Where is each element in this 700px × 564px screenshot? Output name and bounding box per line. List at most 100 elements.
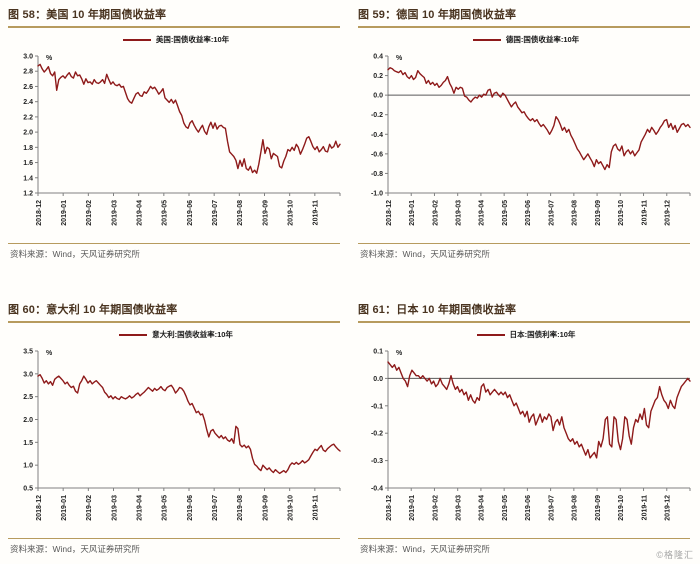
title-underline [358,321,690,323]
svg-text:2019-08: 2019-08 [237,200,244,226]
svg-text:-0.3: -0.3 [371,458,383,465]
title-underline [8,26,340,28]
svg-text:2019-01: 2019-01 [61,200,68,226]
svg-text:2019-10: 2019-10 [618,495,625,521]
legend-label: 日本:国债利率:10年 [509,330,576,339]
svg-text:2019-11: 2019-11 [313,200,320,225]
svg-text:%: % [46,55,53,62]
svg-text:2019-05: 2019-05 [162,495,169,521]
svg-text:%: % [396,55,403,62]
svg-text:2019-04: 2019-04 [479,200,486,226]
source-divider [8,538,340,539]
svg-text:2019-02: 2019-02 [86,495,93,521]
svg-text:0.0: 0.0 [373,93,383,100]
svg-text:2018-12: 2018-12 [36,495,43,521]
svg-text:-0.8: -0.8 [371,171,383,178]
svg-text:2018-12: 2018-12 [36,200,43,226]
line-chart-svg: 0.4 0.2 0.0 -0.2 -0.4 -0.6 -0.8 -1.0% 2018-12 201… [371,54,691,226]
watermark: ©格隆汇 [656,550,694,560]
svg-text:0.5: 0.5 [23,486,33,493]
svg-text:2019-09: 2019-09 [595,200,602,226]
legend-line-icon [122,38,151,41]
svg-text:%: % [46,350,53,357]
svg-text:2019-04: 2019-04 [136,495,143,521]
svg-text:2019-06: 2019-06 [187,495,194,521]
source-divider [358,538,690,539]
svg-text:2019-11: 2019-11 [313,495,320,520]
source-text: 资料来源：Wind，天风证券研究所 [360,544,490,554]
svg-text:2019-07: 2019-07 [212,495,219,521]
svg-text:2019-01: 2019-01 [409,200,416,226]
svg-text:2019-09: 2019-09 [262,495,269,521]
line-chart-svg: 3.5 3.0 2.5 2.0 1.5 1.0 0.5% 2018-12 2019-01 2019… [23,349,341,521]
svg-text:2.8: 2.8 [23,69,33,76]
svg-text:2019-06: 2019-06 [187,200,194,226]
svg-text:2019-04: 2019-04 [479,495,486,521]
svg-text:-1.0: -1.0 [371,191,383,198]
svg-text:2019-07: 2019-07 [548,495,555,521]
legend-label: 德国:国债收益率:10年 [505,35,580,44]
svg-text:2019-05: 2019-05 [502,200,509,226]
svg-text:3.5: 3.5 [23,349,33,356]
svg-text:-0.2: -0.2 [371,431,383,438]
svg-text:2019-06: 2019-06 [525,495,532,521]
svg-text:2018-12: 2018-12 [386,200,393,226]
svg-text:2019-06: 2019-06 [525,200,532,226]
legend-label: 意大利:国债收益率:10年 [152,330,233,339]
svg-text:2019-01: 2019-01 [409,495,416,521]
source-text: 资料来源：Wind，天风证券研究所 [10,544,140,554]
legend: 日本:国债利率:10年 [358,328,694,341]
svg-text:1.4: 1.4 [23,175,33,182]
source-divider [358,243,690,244]
svg-text:2019-08: 2019-08 [572,200,579,226]
svg-text:2019-10: 2019-10 [287,200,294,226]
svg-text:-0.4: -0.4 [371,486,383,493]
legend: 德国:国债收益率:10年 [358,33,694,46]
chart-title: 图 59：德国 10 年期国债收益率 [358,9,517,21]
svg-text:2.0: 2.0 [23,417,33,424]
svg-text:1.5: 1.5 [23,440,33,447]
svg-text:0.2: 0.2 [373,73,383,80]
svg-text:2019-05: 2019-05 [162,200,169,226]
svg-text:%: % [396,350,403,357]
svg-text:3.0: 3.0 [23,54,33,61]
legend-line-icon [119,333,148,336]
svg-text:2019-07: 2019-07 [212,200,219,226]
svg-text:2019-08: 2019-08 [237,495,244,521]
svg-text:2019-04: 2019-04 [136,200,143,226]
chart-title: 图 60：意大利 10 年期国债收益率 [8,304,178,316]
svg-text:-0.1: -0.1 [371,403,383,410]
legend-label: 美国:国债收益率:10年 [155,35,230,44]
svg-text:2019-02: 2019-02 [432,495,439,521]
source-text: 资料来源：Wind，天风证券研究所 [360,249,490,259]
svg-text:2019-08: 2019-08 [572,495,579,521]
svg-text:-0.2: -0.2 [371,112,383,119]
svg-text:2019-09: 2019-09 [262,200,269,226]
svg-text:2019-10: 2019-10 [287,495,294,521]
svg-text:0.1: 0.1 [373,349,383,356]
svg-text:2019-11: 2019-11 [641,495,648,520]
svg-text:2019-02: 2019-02 [86,200,93,226]
svg-text:2019-02: 2019-02 [432,200,439,226]
svg-text:0.0: 0.0 [373,376,383,383]
svg-text:2019-05: 2019-05 [502,495,509,521]
svg-text:2019-12: 2019-12 [665,495,672,521]
chart-panel-japan: 图 61：日本 10 年期国债收益率 日本:国债利率:10年 0.1 0.0 -0.… [350,295,700,555]
source-text: 资料来源：Wind，天风证券研究所 [10,249,140,259]
svg-text:2.5: 2.5 [23,394,33,401]
svg-text:2019-11: 2019-11 [641,200,648,225]
svg-text:2019-09: 2019-09 [595,495,602,521]
legend-line-icon [476,333,505,336]
svg-text:2019-03: 2019-03 [455,495,462,521]
svg-text:2.4: 2.4 [23,99,33,106]
svg-text:-0.4: -0.4 [371,132,383,139]
legend-line-icon [472,38,501,41]
svg-text:2.6: 2.6 [23,84,33,91]
line-chart-svg: 0.1 0.0 -0.1 -0.2 -0.3 -0.4% 2018-12 2019-01 201… [371,349,691,521]
chart-title: 图 61：日本 10 年期国债收益率 [358,304,517,316]
title-underline [8,321,340,323]
title-underline [358,26,690,28]
chart-panel-germany: 图 59：德国 10 年期国债收益率 德国:国债收益率:10年 0.4 0.2 0.… [350,0,700,260]
svg-text:1.8: 1.8 [23,145,33,152]
